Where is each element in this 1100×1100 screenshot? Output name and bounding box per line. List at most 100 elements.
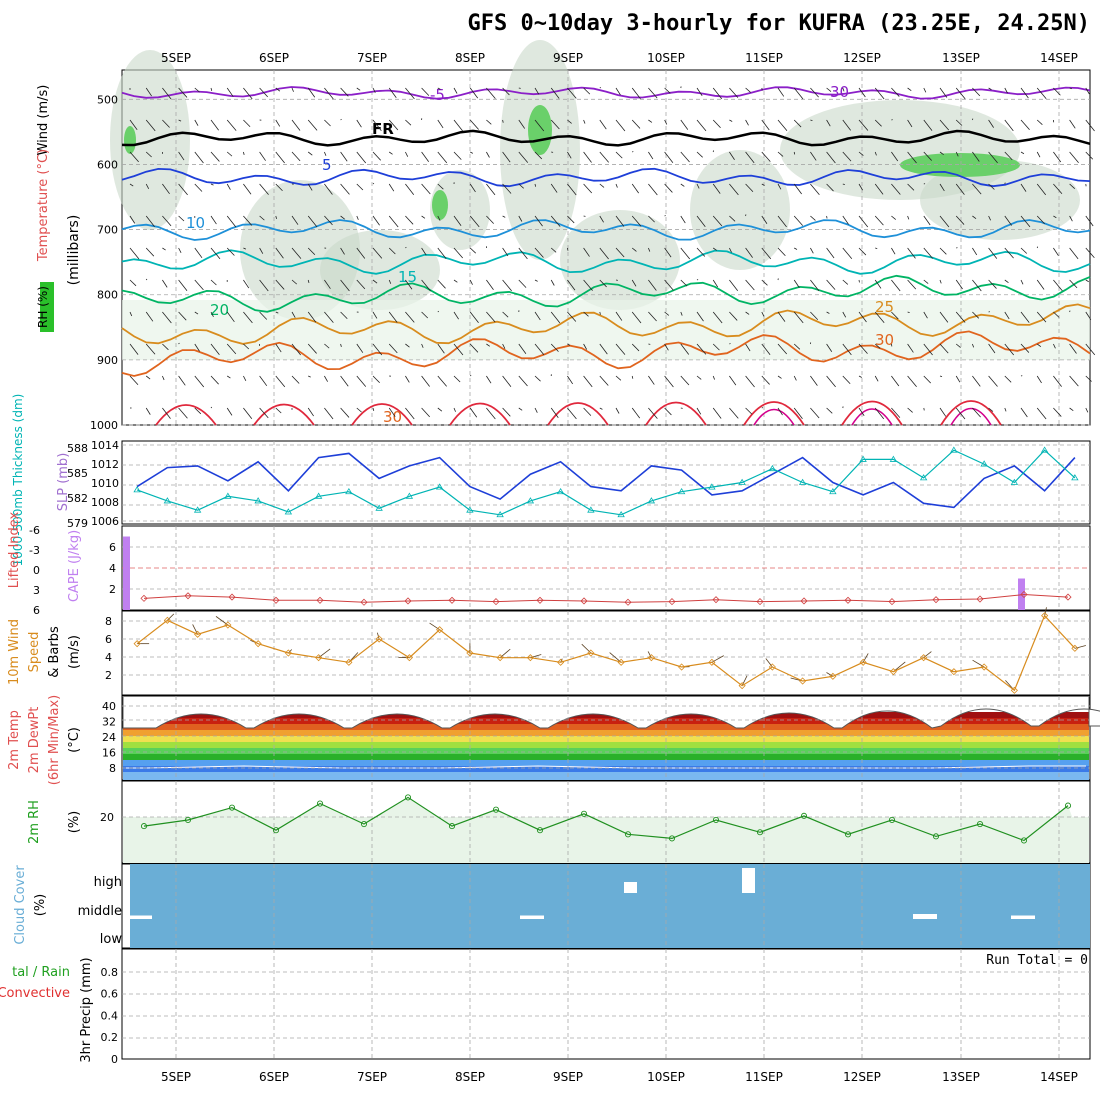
wind-barb	[372, 343, 383, 356]
wind-barb	[664, 311, 670, 316]
wind-barb	[324, 311, 334, 323]
wind-barb	[729, 311, 738, 321]
wind-barb	[891, 375, 900, 387]
wind-barb	[972, 279, 982, 292]
wind-barb	[291, 151, 301, 162]
tick-label: 2	[109, 583, 116, 596]
wind-barb	[907, 215, 910, 220]
wind-barb	[907, 87, 912, 91]
cape-ylabel-cape: CAPE (J/kg)	[67, 530, 82, 602]
rh-marker	[492, 806, 500, 813]
wind-barb	[405, 343, 410, 348]
wind-barb	[793, 183, 802, 195]
wind-barb	[1069, 183, 1076, 189]
bottom-date-axis: 5SEP 6SEP 7SEP 8SEP 9SEP 10SEP 11SEP 12SEP 13SEP…	[161, 1070, 1078, 1084]
wind-barb	[891, 279, 901, 292]
wind-barb	[842, 119, 851, 131]
slp-marker	[708, 483, 716, 490]
isotherm-label: -5	[430, 86, 445, 104]
wind-barb	[372, 407, 375, 411]
wind-barb	[615, 311, 623, 321]
wind-barb	[567, 375, 574, 385]
wind-speed-marker	[284, 649, 292, 657]
wind-barb	[340, 87, 349, 97]
slp-marker	[919, 474, 928, 481]
wind-speed-marker	[345, 658, 353, 666]
wind-barb	[1069, 215, 1073, 222]
wind-barb	[194, 183, 203, 192]
wind-barb	[1004, 311, 1010, 320]
wind-barb	[194, 311, 199, 315]
run-total-label: Run Total = 0	[986, 953, 1088, 968]
wind-barb	[1004, 215, 1013, 226]
wind-barb	[712, 87, 723, 100]
wind-barb	[534, 311, 541, 321]
wind-barb	[194, 407, 202, 415]
tick-label: 6	[109, 541, 116, 554]
rh-shade	[430, 170, 490, 250]
wind-barb	[842, 151, 852, 162]
wind-speed-marker	[768, 663, 776, 671]
wind-barb	[874, 279, 882, 289]
lifted-index-marker	[580, 597, 588, 605]
wind-barb	[356, 87, 361, 91]
wind-barb	[243, 375, 247, 382]
wind-barb	[437, 87, 441, 90]
wind-barb	[567, 215, 575, 224]
tick-label: 0.4	[101, 1009, 119, 1022]
wind-barb	[437, 151, 448, 164]
wind-speed-marker	[224, 621, 232, 629]
wind-barb	[761, 215, 768, 224]
wind-barb	[259, 311, 268, 320]
date-label-bottom: 9SEP	[553, 1070, 583, 1084]
wind-barb	[129, 279, 137, 287]
wind-barb	[275, 151, 285, 164]
wind-barb	[243, 119, 251, 128]
slp-marker	[466, 506, 474, 513]
wind-barb	[129, 375, 139, 386]
rh-shade	[690, 150, 790, 270]
wind-barb	[955, 119, 963, 126]
rh-line	[143, 796, 1069, 842]
wind-barb	[891, 151, 899, 162]
wind-barb	[469, 374, 472, 377]
precip-ylabel-convective: Convective	[0, 986, 70, 1001]
wind-barb	[518, 343, 527, 354]
lifted-index-marker	[316, 596, 324, 604]
wind-barb	[210, 183, 214, 186]
wind-barb	[567, 247, 569, 251]
wind-barb	[405, 375, 410, 383]
wind-barb	[631, 375, 634, 379]
slp-marker	[677, 487, 686, 495]
wind-barb	[988, 407, 994, 412]
wind-barb	[972, 215, 977, 219]
wind-barb	[955, 215, 965, 225]
wind-barb	[145, 375, 151, 380]
wind-barb	[826, 279, 836, 290]
wind-barb	[259, 247, 264, 254]
wind-barb	[372, 87, 376, 93]
wind-barb	[972, 343, 975, 348]
wind-barb	[648, 407, 658, 419]
wind-barb	[453, 375, 461, 383]
wind-barb	[1053, 375, 1062, 387]
wind-barb	[324, 215, 333, 226]
slp-line	[136, 449, 1076, 516]
wind-barb	[712, 119, 721, 129]
wind-barb	[469, 311, 479, 324]
wind-barb	[178, 151, 185, 161]
date-label-top: 12SEP	[843, 51, 881, 65]
wind-barb	[810, 215, 816, 221]
wind-barb	[874, 119, 882, 127]
lifted-index-marker	[800, 597, 808, 605]
wind-barb	[486, 215, 494, 224]
wind-barb	[955, 183, 965, 195]
cloud-high-bar	[624, 882, 637, 893]
wind-barb	[194, 375, 205, 388]
wind-barb	[356, 407, 362, 413]
wind-barb	[793, 215, 804, 226]
wind-barb	[162, 311, 172, 324]
slp-marker	[738, 478, 746, 485]
wind-barb	[405, 183, 415, 196]
